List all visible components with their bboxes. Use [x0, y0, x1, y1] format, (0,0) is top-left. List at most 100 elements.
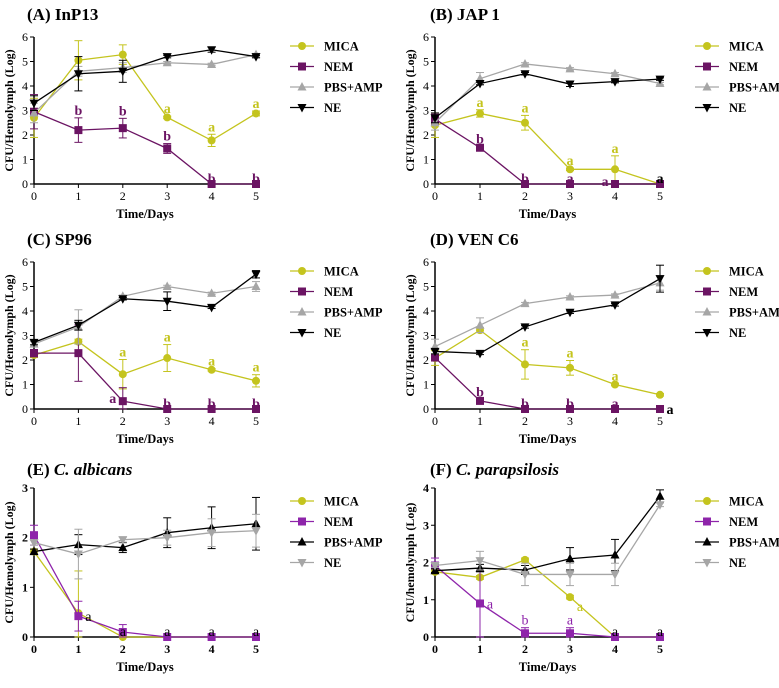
y-tick-label: 1	[22, 153, 28, 167]
data-point	[251, 53, 261, 62]
significance-letter: b	[252, 397, 260, 412]
data-point	[207, 180, 216, 188]
y-tick-label: 4	[423, 304, 429, 318]
legend-label: MICA	[324, 40, 359, 54]
significance-letter: a	[109, 392, 116, 407]
significance-letter: a	[667, 403, 674, 418]
chart-title: (C) SP96	[27, 230, 92, 249]
legend-label: MICA	[729, 495, 764, 509]
series-line	[434, 564, 660, 638]
significance-letter: a	[567, 346, 574, 361]
y-tick-label: 2	[22, 128, 28, 142]
y-tick-label: 0	[423, 402, 429, 416]
series-pbs-amp	[29, 281, 261, 348]
data-point	[611, 165, 619, 174]
data-point	[566, 180, 574, 188]
data-point	[163, 144, 172, 153]
data-point	[566, 629, 574, 638]
legend-label: PBS+AMP	[729, 536, 779, 550]
data-point	[656, 405, 664, 413]
legend-marker	[297, 104, 307, 113]
legend-marker	[298, 62, 306, 71]
significance-letter: a	[164, 331, 171, 346]
series-line	[434, 112, 661, 185]
data-point	[521, 405, 529, 413]
significance-letter: b	[476, 133, 484, 148]
y-tick-label: 6	[423, 30, 429, 44]
significance-letter: b	[208, 172, 216, 187]
significance-letter: a	[612, 369, 619, 384]
data-point	[163, 405, 172, 413]
data-point	[430, 561, 440, 571]
significance-letter: b	[566, 397, 574, 412]
legend-label: NE	[324, 101, 341, 115]
x-tick-label: 1	[75, 642, 81, 656]
data-point	[207, 529, 217, 538]
panel-d: (D) VEN C6 0 1 2 3 4 5 6 0 1 2 3 4 5 Time/Days CFU/Hemo…	[390, 225, 779, 453]
data-point	[476, 396, 484, 405]
legend-label: NEM	[729, 285, 758, 299]
title-label: (D)	[430, 230, 458, 249]
title-label: (B)	[430, 5, 457, 24]
title-name: InP13	[55, 5, 98, 24]
significance-letter: a	[577, 600, 584, 615]
y-tick-label: 0	[22, 177, 28, 191]
legend-label: NE	[324, 326, 341, 340]
data-point	[74, 349, 83, 358]
y-tick-label: 2	[22, 531, 28, 545]
legend-marker	[297, 559, 307, 568]
series-nem	[30, 524, 260, 641]
data-point	[475, 73, 485, 83]
significance-letter: a	[657, 172, 664, 187]
title-label: (C)	[27, 230, 55, 249]
data-point	[566, 165, 574, 174]
legend-marker	[703, 497, 711, 505]
data-point	[520, 323, 530, 332]
x-tick-label: 2	[522, 414, 528, 428]
title-name: VEN C6	[458, 230, 519, 249]
significance-letter: a	[208, 120, 215, 135]
x-tick-label: 4	[209, 414, 215, 428]
data-point	[252, 376, 260, 385]
data-point	[656, 390, 664, 399]
y-axis-label: CFU/hemolymph (Log)	[403, 503, 417, 623]
data-point	[162, 534, 172, 543]
data-point	[476, 143, 484, 152]
data-point	[521, 180, 529, 188]
y-tick-label: 4	[423, 481, 429, 495]
significance-letter: a	[567, 614, 574, 629]
data-point	[118, 124, 127, 133]
data-point	[251, 527, 261, 536]
series-line	[33, 551, 256, 638]
data-point	[74, 612, 83, 621]
legend-marker	[702, 329, 712, 338]
panel-e: (E) C. albicans 0 1 2 3 0 1 2 3 4 5 Time/Days CFU/He…	[0, 455, 390, 683]
y-axis-label: CFU/Hemolymph (Log)	[403, 274, 417, 396]
series-line	[33, 523, 257, 553]
panel-b: (B) JAP 1 0 1 2 3 4 5 6 0 1 2 3 4 5 Time/Days CFU/Hemol…	[390, 0, 779, 228]
legend-marker	[298, 517, 306, 526]
series-nem	[30, 324, 260, 413]
x-tick-label: 1	[477, 189, 483, 203]
legend-label: NE	[324, 556, 341, 570]
data-point	[655, 491, 665, 500]
data-point	[566, 593, 574, 602]
y-tick-label: 3	[22, 104, 28, 118]
chart-svg: (E) C. albicans 0 1 2 3 0 1 2 3 4 5 Time/Days CFU/He…	[2, 460, 383, 674]
series-line	[434, 118, 660, 185]
data-point	[521, 555, 529, 564]
data-point	[252, 633, 260, 641]
data-point	[252, 109, 260, 118]
data-point	[207, 405, 216, 413]
y-axis-label: CFU/Hemolymph (Log)	[2, 274, 16, 396]
data-point	[521, 629, 529, 638]
x-tick-label: 5	[253, 189, 259, 203]
data-point	[521, 360, 529, 369]
significance-letter: a	[477, 96, 484, 111]
series-ne	[430, 501, 665, 587]
series-nem	[30, 94, 260, 188]
data-point	[430, 347, 440, 357]
data-point	[610, 78, 620, 87]
x-tick-label: 0	[31, 642, 37, 656]
legend-label: MICA	[729, 265, 764, 279]
